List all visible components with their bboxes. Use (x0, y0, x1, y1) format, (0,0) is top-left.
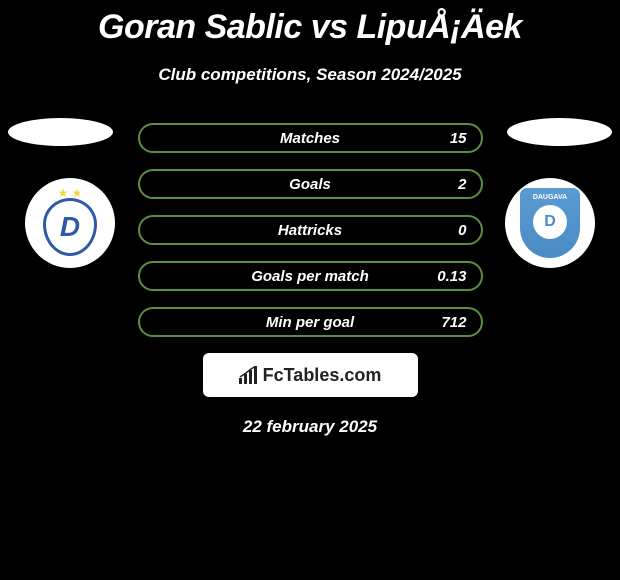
brand-box[interactable]: FcTables.com (203, 353, 418, 397)
stat-value-right: 0 (458, 222, 466, 239)
stat-label: Goals (289, 176, 331, 193)
club-badge-left: ★ ★ D (25, 178, 115, 268)
stat-value-right: 712 (441, 314, 466, 331)
date-label: 22 february 2025 (0, 417, 620, 437)
stat-label: Hattricks (278, 222, 342, 239)
club-shield: D (43, 198, 97, 256)
daugava-crest: DAUGAVA D (520, 188, 580, 258)
stat-row-min-per-goal: Min per goal 712 (138, 307, 483, 337)
page-title: Goran Sablic vs LipuÅ¡Äek (0, 0, 620, 47)
stat-row-matches: Matches 15 (138, 123, 483, 153)
stars-icon: ★ ★ (58, 186, 83, 200)
stat-row-hattricks: Hattricks 0 (138, 215, 483, 245)
chart-icon (239, 366, 259, 384)
stat-value-right: 2 (458, 176, 466, 193)
stat-label: Matches (280, 130, 340, 147)
stat-label: Goals per match (251, 268, 369, 285)
brand-text: FcTables.com (239, 365, 382, 386)
player-photo-left (8, 118, 113, 146)
brand-label: FcTables.com (263, 365, 382, 386)
club-label: DAUGAVA (533, 194, 567, 201)
dinamo-crest: ★ ★ D (35, 188, 105, 258)
club-circle: D (533, 205, 567, 239)
stat-row-goals-per-match: Goals per match 0.13 (138, 261, 483, 291)
stats-container: Matches 15 Goals 2 Hattricks 0 Goals per… (138, 123, 483, 337)
player-photo-right (507, 118, 612, 146)
comparison-content: ★ ★ D DAUGAVA D Matches 15 Goals 2 Hattr… (0, 123, 620, 437)
stat-value-right: 0.13 (437, 268, 466, 285)
stat-row-goals: Goals 2 (138, 169, 483, 199)
stat-value-right: 15 (450, 130, 467, 147)
subtitle: Club competitions, Season 2024/2025 (0, 65, 620, 85)
club-badge-right: DAUGAVA D (505, 178, 595, 268)
stat-label: Min per goal (266, 314, 354, 331)
